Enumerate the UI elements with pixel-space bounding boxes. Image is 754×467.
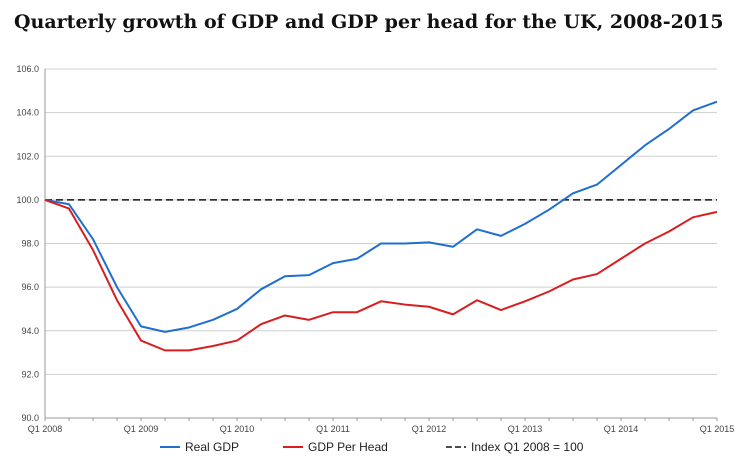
y-tick-label: 106.0 xyxy=(16,64,39,74)
x-tick-label: Q1 2014 xyxy=(604,424,639,434)
y-tick-label: 102.0 xyxy=(16,151,39,161)
y-tick-label: 94.0 xyxy=(21,326,39,336)
series-line-real-gdp xyxy=(44,100,718,333)
y-tick-label: 92.0 xyxy=(21,369,39,379)
y-tick-label: 104.0 xyxy=(16,108,39,118)
grid-layer xyxy=(45,68,717,375)
y-tick-label: 90.0 xyxy=(21,413,39,423)
y-tick-label: 98.0 xyxy=(21,239,39,249)
legend-label: Index Q1 2008 = 100 xyxy=(471,440,584,454)
y-tick-label: 100.0 xyxy=(16,195,39,205)
legend-label: GDP Per Head xyxy=(308,440,388,454)
legend-item-real-gdp: Real GDP xyxy=(160,440,239,454)
legend-item-gdp-per-head: GDP Per Head xyxy=(283,440,388,454)
x-tick-label: Q1 2012 xyxy=(412,424,447,434)
series-line-gdp-per-head xyxy=(44,198,718,352)
x-tick-label: Q1 2011 xyxy=(316,424,350,434)
legend-label: Real GDP xyxy=(185,440,239,454)
legend-item-index-q1-2008-100: Index Q1 2008 = 100 xyxy=(446,440,584,454)
series-layer xyxy=(44,100,718,352)
x-tick-label: Q1 2015 xyxy=(700,424,735,434)
x-tick-label: Q1 2009 xyxy=(124,424,159,434)
chart-title: Quarterly growth of GDP and GDP per head… xyxy=(14,11,724,33)
y-tick-label: 96.0 xyxy=(21,282,39,292)
legend: Real GDP GDP Per Head Index Q1 2008 = 100 xyxy=(160,440,584,454)
x-tick-label: Q1 2013 xyxy=(508,424,543,434)
axis-layer: 90.0 92.0 94.0 96.0 98.0 100.0 102.0 104.0 106.0… xyxy=(16,64,734,434)
x-tick-label: Q1 2008 xyxy=(28,424,63,434)
x-tick-label: Q1 2010 xyxy=(220,424,255,434)
